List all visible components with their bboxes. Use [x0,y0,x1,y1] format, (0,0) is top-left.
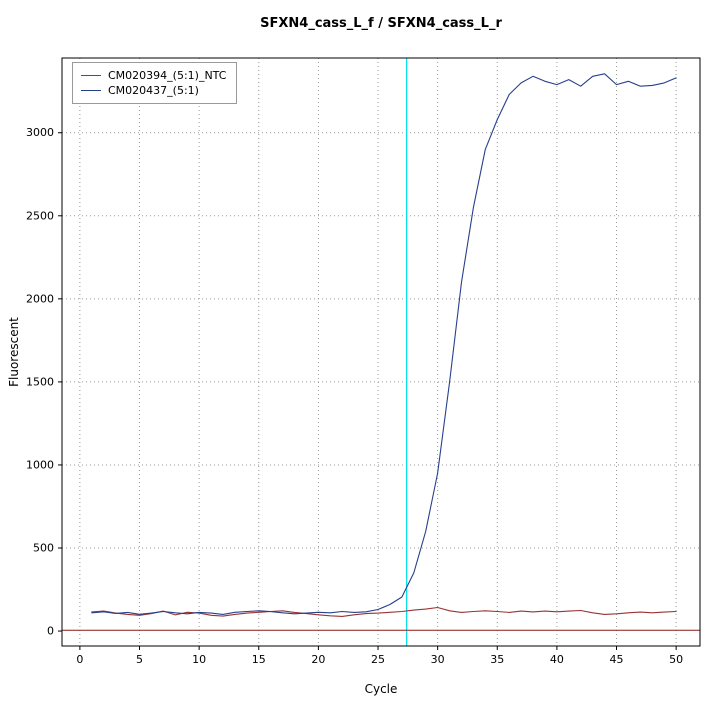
svg-text:15: 15 [252,653,266,666]
svg-text:2500: 2500 [26,209,54,222]
svg-text:40: 40 [550,653,564,666]
svg-text:10: 10 [192,653,206,666]
svg-text:45: 45 [610,653,624,666]
svg-text:3000: 3000 [26,126,54,139]
legend: CM020394_(5:1)_NTC CM020437_(5:1) [72,62,238,104]
legend-line-swatch-sample [81,90,101,91]
svg-text:1500: 1500 [26,375,54,388]
svg-text:0: 0 [76,653,83,666]
svg-text:35: 35 [490,653,504,666]
svg-text:0: 0 [47,625,54,638]
legend-line-swatch-ntc [81,75,101,76]
svg-text:5: 5 [136,653,143,666]
legend-label-ntc: CM020394_(5:1)_NTC [108,69,227,82]
svg-text:1000: 1000 [26,458,54,471]
legend-item-ntc: CM020394_(5:1)_NTC [81,68,226,83]
legend-label-sample: CM020437_(5:1) [108,84,199,97]
svg-text:25: 25 [371,653,385,666]
svg-text:500: 500 [33,542,54,555]
svg-text:50: 50 [669,653,683,666]
svg-text:20: 20 [311,653,325,666]
legend-item-sample: CM020437_(5:1) [81,83,226,98]
x-axis-label: Cycle [364,682,398,696]
chart-title: SFXN4_cass_L_f / SFXN4_cass_L_r [260,16,502,31]
svg-text:2000: 2000 [26,292,54,305]
y-axis-label: Fluorescent [7,317,21,387]
svg-text:30: 30 [431,653,445,666]
